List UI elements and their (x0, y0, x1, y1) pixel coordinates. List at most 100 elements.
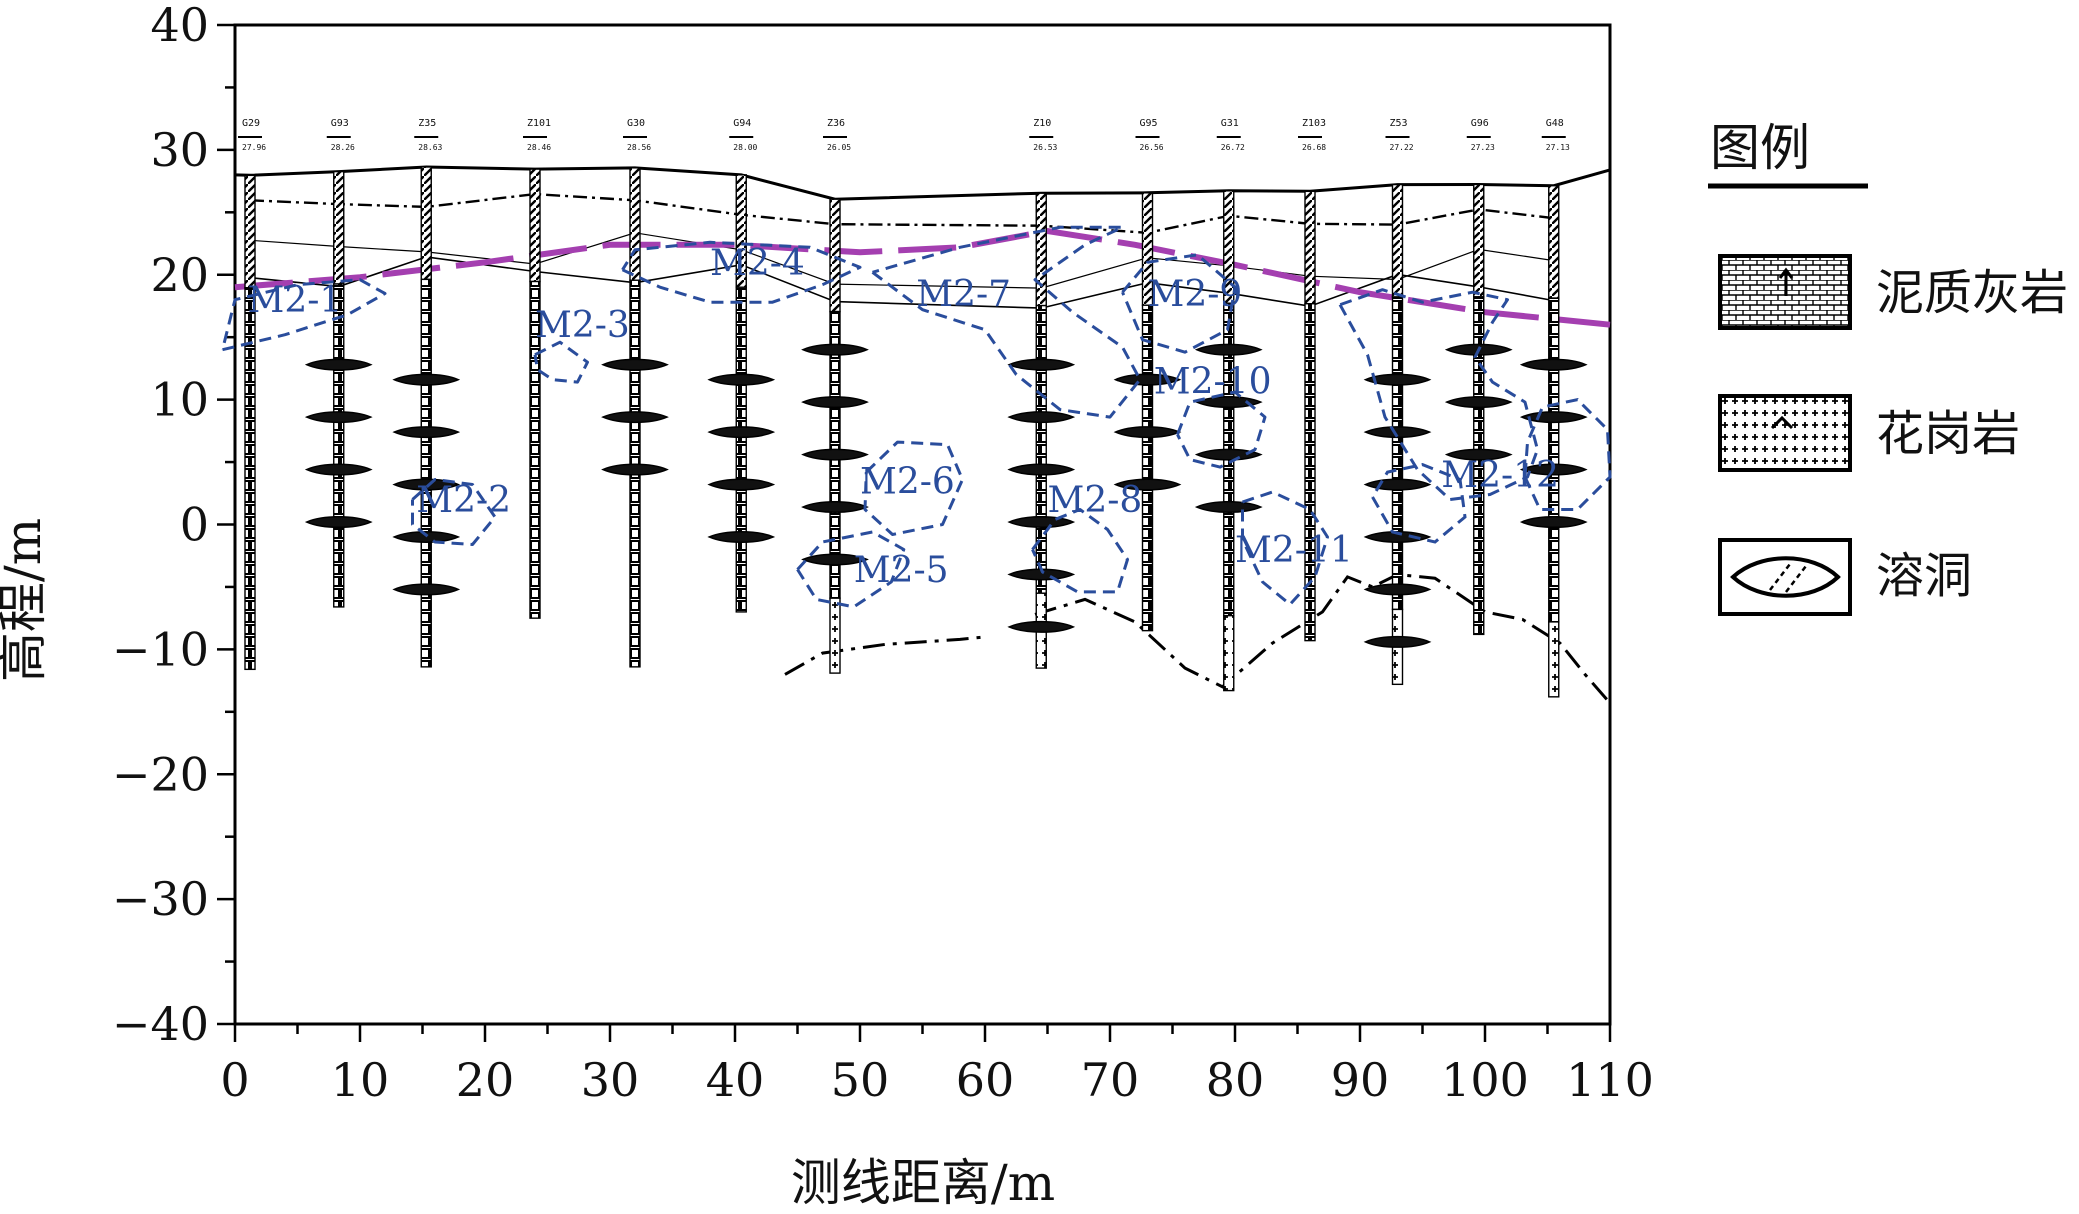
karst-cave-lens (707, 373, 776, 386)
borehole-name-label: G95 (1140, 118, 1158, 129)
axes: 0 10 20 30 40 50 60 70 80 90 100 110403020100−10−20… (112, 0, 1654, 1107)
karst-cave-lens (707, 426, 776, 439)
borehole-name-label: G94 (733, 118, 751, 129)
karst-zone: M2-3 (533, 305, 630, 384)
karst-cave-lens (1363, 531, 1432, 543)
x-tick-label: 80 (1206, 1053, 1265, 1107)
karst-cave-lens (801, 343, 869, 356)
karst-zone: M2-7 (871, 225, 1142, 419)
karst-cave-lens (801, 448, 869, 461)
borehole-name-label: G29 (242, 118, 260, 129)
boreholes: G29 27.96 G93 28.26 Z35 28.63 Z101 28.46 G30 28.5… (238, 118, 1588, 698)
borehole-name-label: Z10 (1033, 118, 1051, 129)
borehole-soil-column (629, 167, 641, 281)
karst-cave-lens (1519, 516, 1588, 528)
borehole: G48 27.13 (1519, 118, 1588, 698)
ground-surface-line (234, 165, 1611, 201)
borehole-name-label: Z36 (827, 118, 845, 129)
karst-cave-lens (1194, 501, 1263, 513)
karst-zone: M2-10 (1154, 361, 1272, 469)
borehole-rock-column (420, 278, 432, 668)
borehole-rock-column (1473, 296, 1485, 636)
karst-zone-outline (1121, 253, 1237, 354)
borehole: G95 26.56 (1113, 118, 1182, 632)
karst-cave-lens (1363, 635, 1432, 648)
borehole-elevation-label: 28.56 (627, 143, 651, 152)
borehole-granite-column (1223, 614, 1235, 692)
karst-zones: M2-1 M2-2 M2-3 M2-4 M2-5 M2-6 M2-7 M2-8 M2-9 M2-1… (221, 225, 1612, 609)
legend: 图例 泥质灰岩 花岗岩 溶洞 (1708, 119, 2068, 616)
x-axis-title: 测线距离/m (791, 1154, 1055, 1212)
karst-zone: M2-11 (1235, 490, 1353, 606)
x-tick-label: 40 (706, 1053, 765, 1107)
bedrock-boundary-line (234, 227, 1611, 328)
karst-cave-lens (1113, 478, 1182, 491)
borehole-rock-column (1035, 304, 1047, 594)
karst-zone: M2-8 (1031, 480, 1142, 594)
karst-zone-outline (863, 440, 964, 536)
y-axis-title: 高程/m (0, 518, 52, 682)
karst-zone-outline (871, 225, 1142, 419)
karst-cave-lens (1007, 358, 1076, 371)
borehole: G96 27.23 (1444, 118, 1513, 636)
karst-zone-outline (621, 240, 862, 304)
x-tick-label: 90 (1331, 1053, 1390, 1107)
karst-zone-label: M2-5 (854, 550, 949, 591)
borehole-name-label: G30 (627, 118, 645, 129)
karst-zone-outline (1371, 463, 1467, 544)
karst-cave-lens (707, 478, 776, 491)
y-tick-label: 30 (150, 123, 209, 177)
karst-zone-label: M2-12 (1441, 455, 1559, 496)
borehole-elevation-label: 27.96 (242, 143, 266, 152)
karst-cave-lens (1007, 411, 1076, 424)
borehole-name-label: Z101 (527, 118, 551, 129)
karst-zone: M2-1 (221, 278, 387, 352)
karst-zone-label: M2-3 (535, 305, 630, 346)
section-features (234, 165, 1612, 705)
karst-zone-outline (1241, 490, 1329, 606)
borehole-soil-column (244, 174, 256, 289)
karst-zone-label: M2-2 (416, 480, 511, 521)
karst-zone-label: M2-10 (1154, 361, 1272, 402)
x-tick-label: 110 (1566, 1053, 1654, 1107)
karst-zone: M2-12 (1338, 288, 1559, 501)
borehole-name-label: G48 (1546, 118, 1564, 129)
borehole: Z36 26.05 (801, 118, 869, 674)
granite-boundary-line (784, 635, 986, 676)
borehole-granite-column (829, 597, 841, 674)
borehole-elevation-label: 27.22 (1390, 143, 1414, 152)
karst-zone-label: M2-1 (248, 280, 343, 321)
karst-cave-lens (392, 373, 461, 386)
karst-cave-lens (801, 553, 869, 566)
borehole-elevation-label: 26.56 (1140, 143, 1164, 152)
borehole-granite-column (1548, 621, 1560, 698)
y-tick-label: 20 (150, 248, 209, 302)
x-tick-label: 10 (331, 1053, 390, 1107)
borehole-name-label: G96 (1471, 118, 1489, 129)
borehole-rock-column (529, 280, 541, 619)
karst-zone-outline (1031, 508, 1129, 594)
borehole-soil-column (420, 166, 432, 281)
borehole-soil-column (1035, 192, 1047, 307)
y-tick-label: −30 (112, 872, 209, 926)
borehole: Z35 28.63 (392, 118, 461, 668)
legend-label-limestone: 泥质灰岩 (1876, 265, 2068, 321)
borehole-name-label: G93 (331, 118, 349, 129)
borehole-name-label: Z103 (1302, 118, 1326, 129)
karst-cave-lens (801, 396, 869, 409)
karst-zone-label: M2-11 (1235, 530, 1353, 571)
y-tick-label: 40 (150, 0, 209, 52)
granite-swatch-icon (1718, 394, 1852, 472)
karst-cave-lens (304, 411, 373, 424)
borehole-elevation-label: 27.23 (1471, 143, 1495, 152)
karst-zone-outline (796, 530, 906, 609)
borehole-elevation-label: 26.72 (1221, 143, 1245, 152)
karst-zone: M2-9 (1121, 253, 1242, 354)
karst-cave-lens (304, 358, 373, 371)
legend-item-karst-cave: 溶洞 (1718, 538, 1972, 616)
borehole: Z101 28.46 (523, 118, 551, 619)
karst-zone-outline (1176, 390, 1267, 469)
borehole-rock-column (244, 287, 256, 671)
karst-cave-lens (1007, 463, 1076, 476)
